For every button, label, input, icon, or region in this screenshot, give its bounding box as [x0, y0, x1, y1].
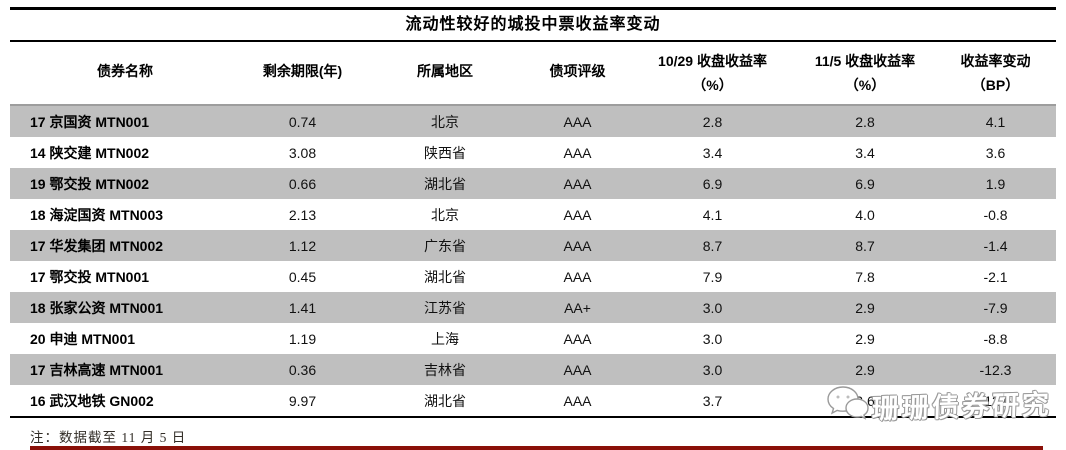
- header-bond-name: 债券名称: [10, 42, 240, 106]
- cell-yield-change: -8.8: [983, 330, 1008, 347]
- cell-maturity: 3.08: [288, 144, 317, 161]
- cell-yield-1029: 3.0: [702, 361, 723, 378]
- cell-yield-change: 3.6: [985, 144, 1006, 161]
- cell-maturity: 9.97: [288, 392, 317, 409]
- cell-region: 北京: [431, 208, 459, 224]
- cell-yield-1029: 6.9: [702, 175, 723, 192]
- cell-rating: AAA: [563, 268, 592, 285]
- cell-bond-name: 17 华发集团 MTN002: [30, 237, 164, 254]
- table-row: 14 陕交建 MTN002 3.08 陕西省 AAA 3.4 3.4 3.6: [10, 137, 1056, 168]
- table-row: 20 申迪 MTN001 1.19 上海 AAA 3.0 2.9 -8.8: [10, 323, 1056, 354]
- cell-rating: AAA: [563, 330, 592, 347]
- cell-bond-name: 19 鄂交投 MTN002: [30, 175, 150, 192]
- cell-yield-change: 4.1: [985, 113, 1006, 130]
- cell-yield-change: -1.4: [983, 237, 1008, 254]
- cell-maturity: 0.36: [288, 361, 317, 378]
- table-header-row: 债券名称 剩余期限(年) 所属地区 债项评级 10/29 收盘收益率: [10, 42, 1056, 106]
- cell-bond-name: 14 陕交建 MTN002: [30, 144, 150, 161]
- header-yield-change: 收益率变动 （BP）: [935, 42, 1056, 106]
- cell-rating: AAA: [563, 361, 592, 378]
- cell-bond-name: 17 鄂交投 MTN001: [30, 268, 150, 285]
- cell-yield-1105: 3.4: [855, 144, 875, 161]
- cell-rating: AAA: [563, 144, 592, 161]
- cell-yield-1105: 7.8: [855, 268, 875, 285]
- cell-yield-1105: 8.7: [855, 237, 875, 254]
- table-row: 18 海淀国资 MTN003 2.13 北京 AAA 4.1 4.0 -0.8: [10, 199, 1056, 230]
- table-row: 17 鄂交投 MTN001 0.45 湖北省 AAA 7.9 7.8 -2.1: [10, 261, 1056, 292]
- cell-yield-change: 1.9: [985, 175, 1006, 192]
- cell-yield-change: -12.6: [979, 392, 1012, 409]
- cell-yield-1105: 2.8: [855, 113, 875, 130]
- cell-bond-name: 18 张家公资 MTN001: [30, 299, 164, 316]
- cell-rating: AAA: [563, 175, 592, 192]
- cell-maturity: 0.74: [288, 113, 317, 130]
- cell-yield-1029: 2.8: [702, 113, 723, 130]
- cell-yield-change: -12.3: [979, 361, 1012, 378]
- yield-table: 债券名称 剩余期限(年) 所属地区 债项评级 10/29 收盘收益率: [10, 42, 1056, 418]
- cell-yield-1029: 4.1: [702, 206, 723, 223]
- header-rating: 债项评级: [525, 42, 630, 106]
- top-rule: [10, 7, 1056, 10]
- cell-yield-change: -0.8: [983, 206, 1008, 223]
- cell-yield-1029: 7.9: [702, 268, 723, 285]
- cell-rating: AAA: [563, 113, 592, 130]
- cell-region: 北京: [431, 115, 459, 131]
- cell-rating: AA+: [564, 299, 591, 316]
- cell-maturity: 1.41: [288, 299, 317, 316]
- table-row: 17 京国资 MTN001 0.74 北京 AAA 2.8 2.8 4.1: [10, 105, 1056, 137]
- bottom-accent-bar: [30, 446, 1043, 450]
- cell-region: 湖北省: [424, 270, 466, 286]
- cell-yield-1105: 2.9: [855, 330, 875, 347]
- cell-bond-name: 18 海淀国资 MTN003: [30, 206, 164, 223]
- cell-region: 广东省: [424, 239, 466, 255]
- cell-bond-name: 17 吉林高速 MTN001: [30, 361, 164, 378]
- footnote: 注：数据截至 11 月 5 日: [30, 430, 187, 445]
- cell-yield-1029: 3.0: [702, 330, 723, 347]
- header-yield-1029: 10/29 收盘收益率 （%）: [630, 42, 795, 106]
- cell-rating: AAA: [563, 206, 592, 223]
- cell-yield-change: -7.9: [983, 299, 1008, 316]
- cell-yield-1029: 8.7: [702, 237, 723, 254]
- cell-region: 湖北省: [424, 394, 466, 410]
- cell-yield-1105: 6.9: [855, 175, 875, 192]
- cell-yield-1105: 4.0: [855, 206, 875, 223]
- cell-maturity: 1.12: [288, 237, 317, 254]
- cell-region: 吉林省: [424, 363, 466, 379]
- cell-yield-1029: 3.4: [702, 144, 723, 161]
- header-maturity: 剩余期限(年): [240, 42, 365, 106]
- header-yield-1105: 11/5 收盘收益率 （%）: [795, 42, 935, 106]
- cell-bond-name: 16 武汉地铁 GN002: [30, 392, 154, 409]
- table-row: 16 武汉地铁 GN002 9.97 湖北省 AAA 3.7 3.6 -12.6: [10, 385, 1056, 417]
- cell-rating: AAA: [563, 392, 592, 409]
- cell-maturity: 2.13: [288, 206, 317, 223]
- table-row: 18 张家公资 MTN001 1.41 江苏省 AA+ 3.0 2.9 -7.9: [10, 292, 1056, 323]
- table-title: 流动性较好的城投中票收益率变动: [405, 16, 661, 33]
- cell-yield-1105: 3.6: [855, 392, 875, 409]
- title-underline: [10, 40, 1056, 42]
- cell-yield-1029: 3.0: [702, 299, 723, 316]
- cell-region: 湖北省: [424, 177, 466, 193]
- cell-yield-1105: 2.9: [855, 299, 875, 316]
- cell-maturity: 1.19: [288, 330, 317, 347]
- cell-yield-1029: 3.7: [702, 392, 723, 409]
- cell-region: 江苏省: [424, 301, 466, 317]
- cell-yield-change: -2.1: [983, 268, 1008, 285]
- cell-yield-1105: 2.9: [855, 361, 875, 378]
- table-row: 17 吉林高速 MTN001 0.36 吉林省 AAA 3.0 2.9 -12.…: [10, 354, 1056, 385]
- cell-bond-name: 20 申迪 MTN001: [30, 330, 136, 347]
- cell-region: 上海: [431, 332, 459, 348]
- table-body: 17 京国资 MTN001 0.74 北京 AAA 2.8 2.8 4.1 14…: [10, 105, 1056, 417]
- cell-maturity: 0.45: [288, 268, 317, 285]
- header-region: 所属地区: [365, 42, 525, 106]
- cell-rating: AAA: [563, 237, 592, 254]
- table-row: 19 鄂交投 MTN002 0.66 湖北省 AAA 6.9 6.9 1.9: [10, 168, 1056, 199]
- cell-maturity: 0.66: [288, 175, 317, 192]
- cell-bond-name: 17 京国资 MTN001: [30, 113, 150, 130]
- table-row: 17 华发集团 MTN002 1.12 广东省 AAA 8.7 8.7 -1.4: [10, 230, 1056, 261]
- cell-region: 陕西省: [424, 146, 466, 162]
